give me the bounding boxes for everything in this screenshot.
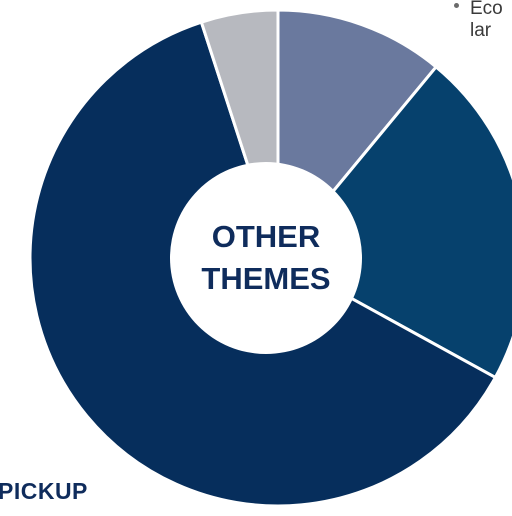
pickup-label: PICKUP: [0, 478, 88, 504]
donut-hole: [170, 162, 362, 354]
bullet-dot-icon: [454, 3, 459, 8]
bullet-text-fragment: Eco lar: [470, 0, 512, 42]
center-label-line-2: THEMES: [201, 261, 330, 296]
bullet-line-1: Eco: [470, 0, 503, 19]
bullet-line-2: lar: [470, 20, 492, 41]
center-label-line-1: OTHER: [212, 219, 321, 254]
